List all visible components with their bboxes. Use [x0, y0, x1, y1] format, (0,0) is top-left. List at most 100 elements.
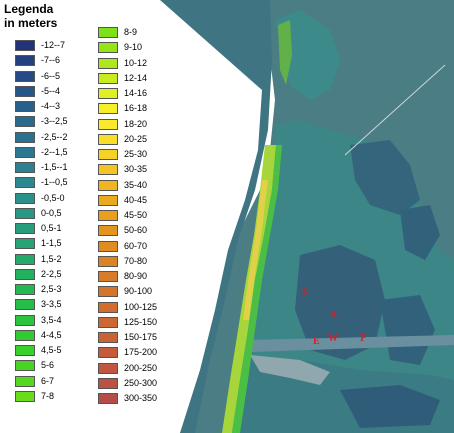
legend-label: 40-45 [124, 194, 148, 205]
legend-swatch [15, 85, 35, 97]
place-label-s: S [302, 287, 308, 298]
legend-label: 45-50 [124, 210, 148, 220]
legend-swatch [15, 314, 35, 326]
legend-swatch [98, 301, 118, 313]
ij-lake [250, 335, 454, 352]
legend-label: 18-20 [124, 118, 148, 129]
legend-label: -6--5 [41, 70, 61, 81]
legend-label: 3,5-4 [41, 314, 62, 325]
coast-green [232, 145, 282, 433]
legend-subtitle: in meters [4, 16, 58, 30]
legend-label: 100-125 [124, 301, 158, 312]
legend-swatch [98, 210, 118, 221]
dune-highlight [243, 180, 268, 320]
legend-label: -3--2,5 [41, 116, 68, 127]
legend-label: 20-25 [124, 133, 148, 144]
legend-swatch [15, 131, 35, 143]
place-label-e: E [313, 336, 320, 347]
legend-label: -2,5--2 [41, 131, 68, 142]
legend-label: 9-10 [124, 42, 143, 53]
legend-label: 70-80 [124, 255, 148, 266]
legend-swatch [98, 118, 118, 130]
place-label-b: B [330, 310, 337, 321]
legend-label: 25-30 [124, 149, 148, 159]
legend-swatch [98, 42, 118, 54]
legend-swatch [98, 362, 118, 374]
legend-swatch [15, 162, 35, 173]
legend-label: 5-6 [41, 360, 55, 371]
legend-swatch [15, 253, 35, 265]
afsluitdijk-line [344, 64, 446, 156]
legend-label: 4,5-5 [41, 345, 62, 355]
legend-label: 0-0,5 [41, 207, 62, 218]
legend-label: 0,5-1 [41, 223, 62, 233]
legend-swatch [98, 133, 118, 145]
coastal-sea [160, 0, 272, 433]
island-north [275, 10, 340, 100]
legend-swatch [15, 299, 35, 311]
legend-swatch [98, 72, 118, 84]
legend-label: 8-9 [124, 27, 138, 37]
legend-label: -5--4 [41, 85, 61, 96]
legend-label: 2,5-3 [41, 284, 62, 294]
legend-label: -1--0,5 [41, 177, 68, 188]
legend-swatch [15, 345, 35, 356]
legend-label: 1-1,5 [41, 238, 62, 249]
legend-swatch [98, 240, 118, 252]
legend-swatch [15, 40, 35, 51]
legend-label: -1,5--1 [41, 162, 68, 172]
legend-swatch [15, 284, 35, 295]
legend-swatch [98, 316, 118, 328]
legend-swatch [15, 360, 35, 372]
legend-swatch [98, 194, 118, 206]
legend-label: 35-40 [124, 179, 148, 190]
legend-label: 1,5-2 [41, 253, 62, 264]
legend-label: 10-12 [124, 57, 148, 68]
legend-label: 14-16 [124, 88, 148, 98]
legend-swatch [98, 149, 118, 160]
legend-label: 60-70 [124, 240, 148, 251]
legend-label: -12--7 [41, 40, 66, 50]
legend-swatch [98, 347, 118, 359]
legend-label: 30-35 [124, 164, 148, 175]
legend-title: Legenda [4, 2, 54, 16]
legend-swatch [15, 268, 35, 280]
legend-label: 16-18 [124, 103, 148, 114]
legend-label: 90-100 [124, 286, 153, 297]
legend-swatch [98, 225, 118, 237]
legend-swatch [98, 286, 118, 298]
legend-label: 4-4,5 [41, 329, 62, 340]
legend-label: 12-14 [124, 72, 148, 83]
legend-swatch [15, 223, 35, 234]
legend-swatch [98, 393, 118, 404]
legend-label: 175-200 [124, 347, 158, 358]
legend-swatch [98, 27, 118, 38]
legend-label: 80-90 [124, 271, 148, 281]
polder-south [340, 385, 440, 428]
legend-label: 300-350 [124, 393, 158, 403]
legend-label: 6-7 [41, 375, 55, 386]
legend-swatch [98, 179, 118, 191]
legend-swatch [98, 103, 118, 115]
legend-swatch [15, 116, 35, 128]
legend-swatch [15, 70, 35, 82]
legend-swatch [98, 271, 118, 282]
polder-east [400, 205, 440, 260]
polder-south-east [380, 295, 435, 365]
legend-swatch [98, 332, 118, 343]
legend-label: 50-60 [124, 225, 148, 236]
legend-label: -4--3 [41, 101, 61, 111]
legend-swatch [15, 55, 35, 67]
legend-swatch [98, 57, 118, 69]
legend-swatch [15, 329, 35, 341]
legend-swatch [15, 390, 35, 402]
legend-swatch [15, 101, 35, 112]
legend-swatch [15, 238, 35, 250]
legend-swatch [98, 255, 118, 267]
legend-label: 7-8 [41, 390, 55, 401]
urban-area [250, 355, 330, 385]
legend-swatch [15, 177, 35, 189]
legend-swatch [15, 375, 35, 387]
place-label-p: P [360, 333, 366, 344]
